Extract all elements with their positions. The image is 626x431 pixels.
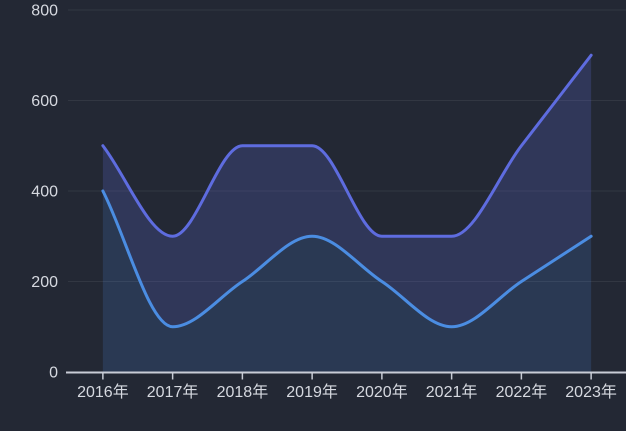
line-lower-series [101,189,593,329]
x-axis-label: 2019年 [286,383,338,401]
y-axis-label: 800 [31,3,58,20]
y-axis-label: 0 [49,365,58,382]
y-axis-label: 200 [31,274,58,291]
line-upper-series [101,53,593,238]
x-axis-label: 2016年 [77,383,129,401]
area-fill-lower [102,191,592,372]
x-axis-label: 2023年 [565,383,617,401]
x-axis-label: 2020年 [356,383,408,401]
y-axis-label: 400 [31,184,58,201]
x-axis-label: 2021年 [426,383,478,401]
x-axis-label: 2022年 [496,383,548,401]
x-axis-label: 2017年 [147,383,199,401]
x-axis-label: 2018年 [217,383,269,401]
y-axis-label: 600 [31,93,58,110]
